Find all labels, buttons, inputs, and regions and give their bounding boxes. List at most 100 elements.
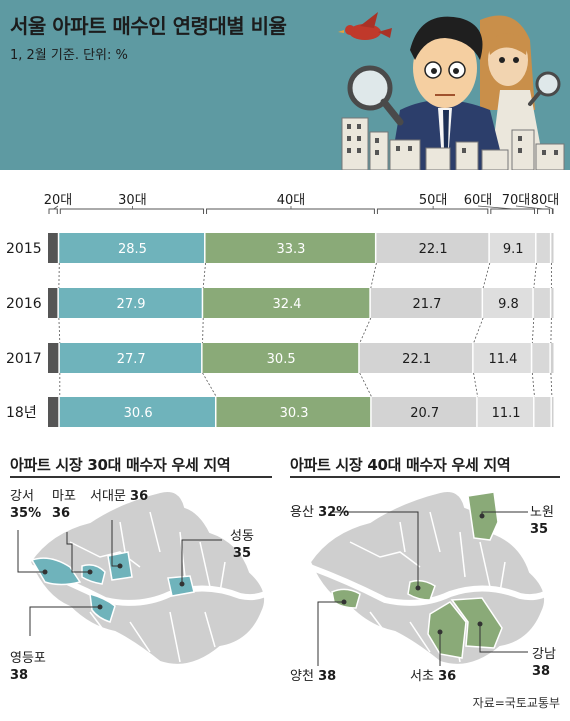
map30-label-gangseo: 강서 35%: [10, 489, 42, 521]
age-group-label: 40대: [277, 193, 306, 208]
bar-segment: [203, 288, 370, 318]
source-note: 자료=국토교통부: [472, 696, 560, 710]
map40-label-yongsan: 용산 32%: [290, 505, 350, 520]
segment-connector: [533, 262, 537, 289]
map40-label-yangcheon: 양천 38: [290, 669, 337, 684]
bar-segment: [376, 233, 489, 263]
map30-label-seongdong: 성동 35: [230, 529, 254, 561]
segment-connector: [370, 262, 377, 289]
segment-connector: [531, 372, 535, 398]
bar-value-label: 11.1: [492, 406, 521, 421]
bar-value-label: 9.8: [498, 297, 519, 312]
bar-segment: [551, 397, 554, 427]
cartoon-illustration: [338, 12, 565, 170]
map40-label-gangnam: 강남 38: [532, 647, 556, 679]
bar-segment: [216, 397, 371, 427]
bar-value-label: 33.3: [277, 242, 306, 257]
bar-segment: [489, 233, 536, 263]
segment-connector: [359, 317, 372, 344]
header-banner: 서울 아파트 매수인 연령대별 비율 1, 2월 기준. 단위: %: [0, 0, 570, 170]
age-group-bracket: [206, 208, 375, 214]
segment-connector: [531, 317, 535, 344]
row-label: 2017: [6, 351, 42, 367]
leader-lines: [317, 511, 528, 666]
region-gangnam: [450, 597, 503, 649]
map30-title: 아파트 시장 30대 매수자 우세 지역: [10, 456, 231, 474]
region-seocho: [427, 601, 467, 659]
han-river: [308, 564, 554, 606]
age-group-tick: [544, 205, 554, 210]
bar-value-label: 30.6: [124, 406, 153, 421]
segment-connector: [550, 317, 552, 344]
bar-value-label: 27.7: [117, 352, 146, 367]
bar-segment: [551, 288, 554, 318]
district-borders: [69, 511, 226, 663]
segment-connector: [482, 262, 491, 289]
age-group-tick: [477, 205, 514, 210]
map40-title: 아파트 시장 40대 매수자 우세 지역: [290, 456, 511, 474]
map40-label-seocho: 서초 36: [410, 669, 457, 684]
map40-seoul: [308, 490, 554, 666]
age-group-tick: [515, 205, 545, 210]
bar-value-label: 22.1: [419, 242, 448, 257]
bar-segment: [533, 288, 550, 318]
segment-connector: [202, 372, 217, 398]
bar-value-label: 30.3: [280, 406, 309, 421]
bar-segment: [477, 397, 534, 427]
bar-value-label: 27.9: [117, 297, 146, 312]
region-gangseo: [30, 557, 82, 586]
bar-segment: [550, 343, 554, 373]
bar-segment: [371, 397, 477, 427]
age-group-tick: [53, 205, 59, 210]
map30-label-mapo: 마포 36: [52, 489, 76, 521]
segment-connector: [58, 317, 61, 344]
row-label: 2015: [6, 241, 42, 257]
bar-segment: [205, 233, 375, 263]
bar-value-label: 32.4: [273, 297, 302, 312]
bar-value-label: 22.1: [402, 352, 431, 367]
region-yeongdeungpo: [89, 592, 116, 623]
age-group-bracket: [490, 208, 536, 214]
age-group-label: 80대: [531, 193, 560, 208]
building-windows: [347, 124, 558, 155]
bar-value-label: 9.1: [503, 242, 524, 257]
map30-rule: [10, 476, 272, 478]
bar-value-label: 20.7: [410, 406, 439, 421]
bar-segment: [58, 288, 202, 318]
segment-connector: [359, 372, 373, 398]
leader-dots: [341, 513, 485, 635]
segment-connector: [202, 317, 204, 344]
bar-segment: [48, 343, 59, 373]
age-group-label: 60대: [464, 193, 493, 208]
bar-segment: [59, 397, 215, 427]
bar-value-label: 28.5: [118, 242, 147, 257]
bar-value-label: 11.4: [488, 352, 517, 367]
magnifier-icon-small: [528, 71, 561, 106]
bar-segment: [202, 343, 359, 373]
age-group-bracket: [48, 208, 58, 214]
age-group-label: 30대: [118, 193, 147, 208]
bar-segment: [483, 288, 533, 318]
bar-segment: [48, 288, 58, 318]
age-group-label: 50대: [419, 193, 448, 208]
map30-seoul: [17, 490, 274, 666]
bar-segment: [370, 288, 482, 318]
segment-connector: [202, 262, 206, 289]
bar-segment: [473, 343, 531, 373]
seoul-outline: [28, 490, 266, 666]
bar-segment: [59, 233, 205, 263]
city-buildings: [341, 117, 565, 170]
segment-connector: [473, 317, 484, 344]
bar-segment: [551, 233, 554, 263]
age-group-bracket: [537, 208, 550, 214]
map30-label-yeongdeungpo: 영등포 38: [10, 651, 46, 683]
stacked-bar-chart: 2015 28.5 33.3 22.1 9.1 2016 27.9 32.4 21.7 9.8 20…: [6, 193, 560, 427]
bar-value-label: 30.5: [267, 352, 296, 367]
bar-segment: [534, 397, 551, 427]
map40-label-nowon: 노원 35: [530, 505, 554, 537]
page-subtitle: 1, 2월 기준. 단위: %: [10, 48, 128, 63]
map40-rule: [290, 476, 560, 478]
age-group-bracket: [376, 208, 489, 214]
bar-segment: [532, 343, 550, 373]
bar-segment: [48, 233, 58, 263]
